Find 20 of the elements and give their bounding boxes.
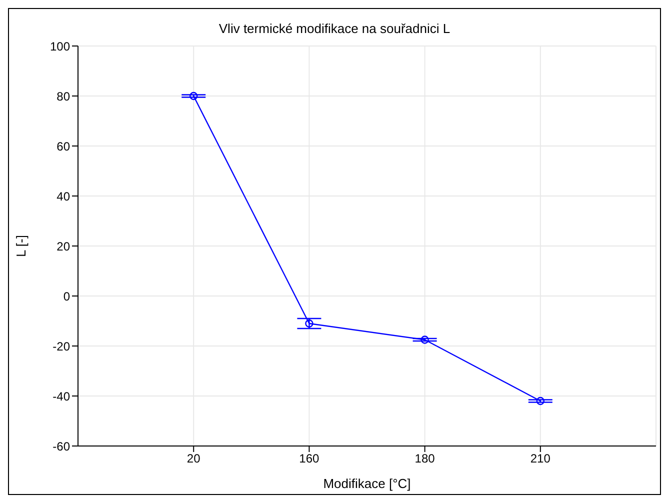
- point: [420, 336, 429, 344]
- x-tick-label: 160: [299, 452, 320, 466]
- x-axis-title: Modifikace [°C]: [323, 476, 411, 491]
- chart-title: Vliv termické modifikace na souřadnici L: [218, 21, 452, 36]
- y-tick-label: 80: [56, 89, 70, 104]
- y-tick-label: -60: [52, 439, 70, 454]
- point: [536, 396, 544, 406]
- x-tick-label: 210: [530, 452, 551, 466]
- x-tick-label: 180: [414, 452, 436, 466]
- point: [305, 319, 314, 328]
- y-tick-label: 40: [56, 189, 70, 204]
- y-tick-label: 20: [56, 239, 70, 254]
- y-tick-label: 60: [56, 139, 70, 154]
- y-axis-title: L [-]: [14, 235, 29, 257]
- point: [190, 92, 198, 100]
- y-tick-label: 0: [63, 289, 70, 304]
- x-tick-label: 20: [186, 452, 201, 466]
- y-tick-label: -20: [52, 339, 70, 354]
- y-tick-label: 100: [50, 39, 70, 54]
- y-tick-label: -40: [52, 389, 70, 404]
